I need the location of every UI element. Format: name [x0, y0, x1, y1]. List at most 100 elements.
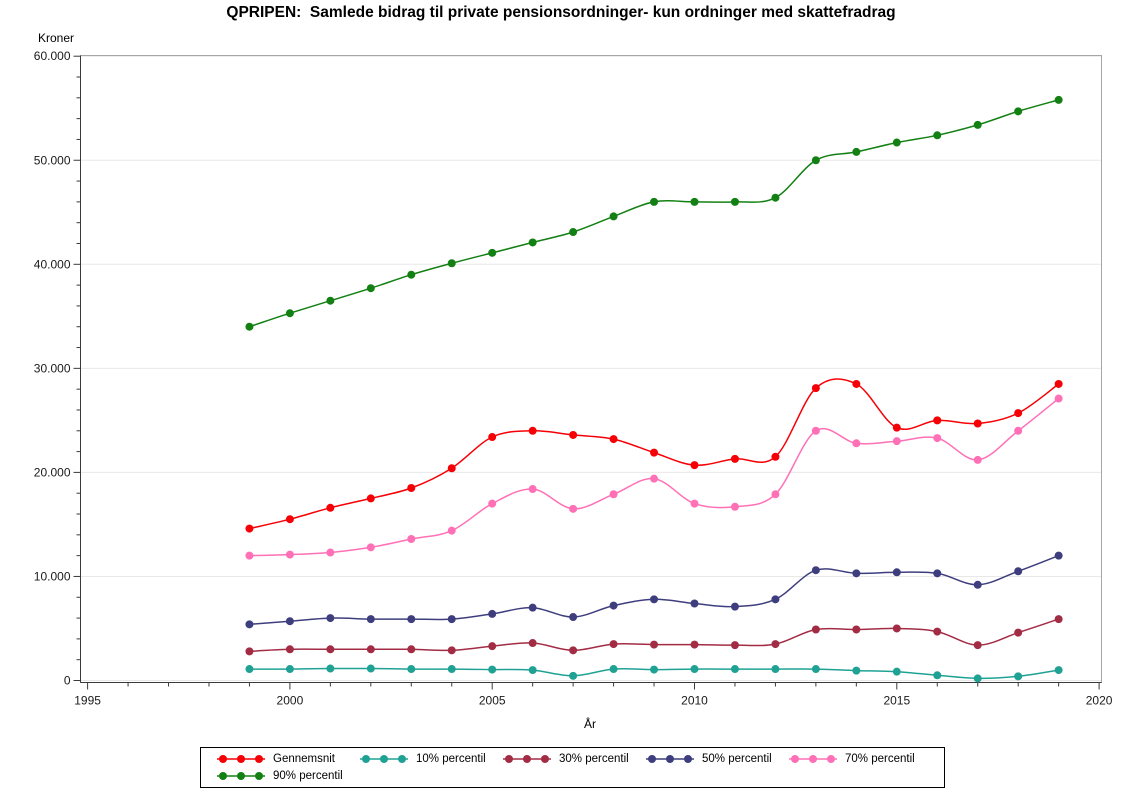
- series-marker-10-percentil: [245, 665, 254, 674]
- series-marker-10-percentil: [488, 665, 497, 674]
- series-marker-10-percentil: [892, 667, 901, 676]
- legend-item: 30% percentil: [501, 750, 644, 767]
- series-marker-70-percentil: [447, 526, 456, 535]
- series-marker-90-percentil: [1014, 107, 1023, 116]
- series-marker-30-percentil: [1054, 615, 1063, 624]
- series-marker-70-percentil: [609, 490, 618, 499]
- series-marker-gennemsnit: [245, 524, 254, 533]
- series-marker-gennemsnit: [650, 448, 659, 457]
- series-marker-30-percentil: [366, 645, 375, 654]
- series-marker-50-percentil: [933, 569, 942, 578]
- series-marker-30-percentil: [811, 625, 820, 634]
- series-marker-30-percentil: [1014, 628, 1023, 637]
- x-tick-label: 2010: [681, 694, 708, 708]
- series-marker-30-percentil: [933, 627, 942, 636]
- legend-item: 50% percentil: [644, 750, 787, 767]
- legend-item-label: 30% percentil: [559, 752, 629, 765]
- legend-item: 10% percentil: [358, 750, 501, 767]
- series-marker-70-percentil: [1054, 394, 1063, 403]
- series-marker-30-percentil: [488, 642, 497, 651]
- series-marker-30-percentil: [650, 640, 659, 649]
- series-marker-10-percentil: [528, 666, 537, 675]
- series-marker-90-percentil: [609, 212, 618, 221]
- series-marker-50-percentil: [245, 620, 254, 629]
- series-marker-gennemsnit: [892, 423, 901, 432]
- series-marker-10-percentil: [447, 665, 456, 674]
- series-marker-gennemsnit: [1054, 379, 1063, 388]
- series-marker-90-percentil: [892, 138, 901, 147]
- series-marker-10-percentil: [852, 666, 861, 675]
- series-marker-gennemsnit: [528, 426, 537, 435]
- series-marker-50-percentil: [771, 595, 780, 604]
- series-marker-50-percentil: [326, 614, 335, 623]
- series-marker-70-percentil: [407, 534, 416, 543]
- legend-marker-icon: [217, 771, 265, 780]
- series-marker-gennemsnit: [811, 384, 820, 393]
- series-marker-30-percentil: [528, 639, 537, 648]
- series-marker-50-percentil: [569, 613, 578, 622]
- series-marker-gennemsnit: [285, 515, 294, 524]
- series-marker-10-percentil: [973, 674, 982, 683]
- series-marker-50-percentil: [488, 609, 497, 618]
- series-marker-gennemsnit: [852, 379, 861, 388]
- y-tick-label: 40.000: [34, 257, 71, 271]
- legend-item: Gennemsnit: [215, 750, 358, 767]
- series-marker-gennemsnit: [326, 503, 335, 512]
- series-marker-gennemsnit: [771, 452, 780, 461]
- series-marker-30-percentil: [245, 647, 254, 656]
- x-tick-label: 2015: [883, 694, 910, 708]
- series-marker-30-percentil: [730, 641, 739, 650]
- plot-area: 0 10.000 20.000 30.000 40.000 50.000 60.000 199…: [34, 49, 1113, 708]
- series-marker-70-percentil: [1014, 426, 1023, 435]
- series-marker-50-percentil: [1014, 567, 1023, 576]
- x-tick-label: 2000: [277, 694, 304, 708]
- series-marker-30-percentil: [407, 645, 416, 654]
- series-marker-70-percentil: [245, 551, 254, 560]
- series-marker-90-percentil: [528, 238, 537, 247]
- series-marker-70-percentil: [933, 434, 942, 443]
- series-marker-30-percentil: [852, 625, 861, 634]
- series-marker-70-percentil: [488, 499, 497, 508]
- series-marker-50-percentil: [690, 599, 699, 608]
- x-tick-label: 2005: [479, 694, 506, 708]
- y-tick-label: 60.000: [34, 49, 71, 63]
- series-marker-30-percentil: [609, 640, 618, 649]
- series-marker-30-percentil: [569, 646, 578, 655]
- series-marker-50-percentil: [285, 617, 294, 626]
- series-marker-70-percentil: [771, 490, 780, 499]
- series-marker-90-percentil: [447, 259, 456, 268]
- series-marker-90-percentil: [366, 284, 375, 293]
- series-marker-10-percentil: [730, 665, 739, 674]
- series-marker-gennemsnit: [569, 430, 578, 439]
- series-marker-90-percentil: [326, 296, 335, 305]
- plot-frame: [80, 55, 1102, 683]
- series-marker-50-percentil: [528, 603, 537, 612]
- legend-item: 70% percentil: [787, 750, 930, 767]
- series-marker-gennemsnit: [933, 416, 942, 425]
- series-marker-90-percentil: [407, 270, 416, 279]
- series-marker-70-percentil: [852, 439, 861, 448]
- legend-marker-icon: [503, 754, 551, 763]
- series-marker-30-percentil: [690, 640, 699, 649]
- series-marker-70-percentil: [528, 485, 537, 494]
- series-marker-70-percentil: [690, 499, 699, 508]
- series-marker-30-percentil: [447, 646, 456, 655]
- series-marker-90-percentil: [285, 309, 294, 318]
- legend-marker-icon: [789, 754, 837, 763]
- y-tick-label: 20.000: [34, 465, 71, 479]
- x-axis-title: År: [584, 717, 596, 731]
- series-marker-10-percentil: [650, 665, 659, 674]
- series-marker-70-percentil: [730, 502, 739, 511]
- series-marker-gennemsnit: [407, 484, 416, 493]
- series-marker-10-percentil: [407, 665, 416, 674]
- series-marker-10-percentil: [569, 671, 578, 680]
- series-marker-70-percentil: [973, 455, 982, 464]
- series-marker-10-percentil: [811, 665, 820, 674]
- series-marker-50-percentil: [973, 580, 982, 589]
- series-marker-gennemsnit: [366, 494, 375, 503]
- legend: Gennemsnit 10% percentil 30% percentil 50% …: [200, 747, 945, 788]
- series-marker-10-percentil: [285, 665, 294, 674]
- series-marker-30-percentil: [326, 645, 335, 654]
- series-marker-30-percentil: [285, 645, 294, 654]
- series-marker-70-percentil: [366, 543, 375, 552]
